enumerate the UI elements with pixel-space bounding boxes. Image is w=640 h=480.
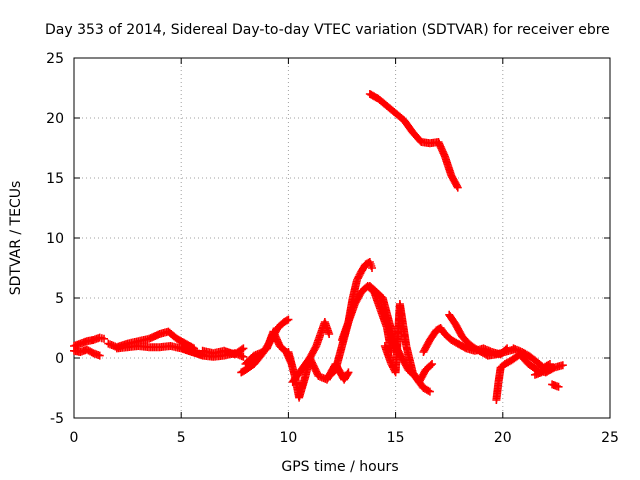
x-tick-label: 20: [494, 430, 512, 446]
y-tick-label: 10: [46, 231, 64, 247]
chart-title: Day 353 of 2014, Sidereal Day-to-day VTE…: [45, 22, 610, 38]
data-point-marker: [239, 344, 248, 353]
data-point-marker: [344, 368, 353, 377]
y-tick-label: 0: [55, 351, 64, 367]
data-point-marker: [426, 361, 435, 370]
data-point-marker: [237, 345, 246, 354]
data-point-marker: [343, 369, 352, 378]
data-point-marker: [542, 364, 551, 373]
axis-ticks: 0 5 10 15 20 25 -5 0 5 10 15 20 25: [46, 51, 619, 446]
data-point-marker: [95, 351, 104, 360]
data-points: [70, 90, 567, 404]
y-tick-label: 20: [46, 111, 64, 127]
data-point-marker: [284, 315, 293, 324]
x-tick-label: 0: [70, 430, 79, 446]
data-point-marker: [558, 361, 567, 370]
data-point-marker: [239, 352, 248, 361]
data-point-marker: [425, 387, 434, 396]
data-point-marker: [452, 182, 461, 191]
x-tick-label: 25: [601, 430, 619, 446]
x-axis-label: GPS time / hours: [281, 459, 398, 475]
y-tick-label: 25: [46, 51, 64, 67]
data-point-marker: [325, 330, 334, 338]
data-point-marker: [424, 386, 433, 395]
y-tick-label: -5: [50, 411, 64, 427]
data-point-marker: [453, 183, 462, 192]
x-tick-label: 10: [279, 430, 297, 446]
data-point-marker: [554, 382, 563, 391]
data-point-marker: [100, 334, 109, 343]
data-point-marker: [428, 360, 437, 368]
x-tick-label: 5: [177, 430, 186, 446]
y-tick-label: 15: [46, 171, 64, 187]
data-point-marker: [543, 363, 552, 372]
x-tick-label: 15: [387, 430, 405, 446]
y-tick-label: 5: [55, 291, 64, 307]
y-axis-label: SDTVAR / TECUs: [8, 181, 24, 296]
data-point-marker: [368, 264, 377, 272]
